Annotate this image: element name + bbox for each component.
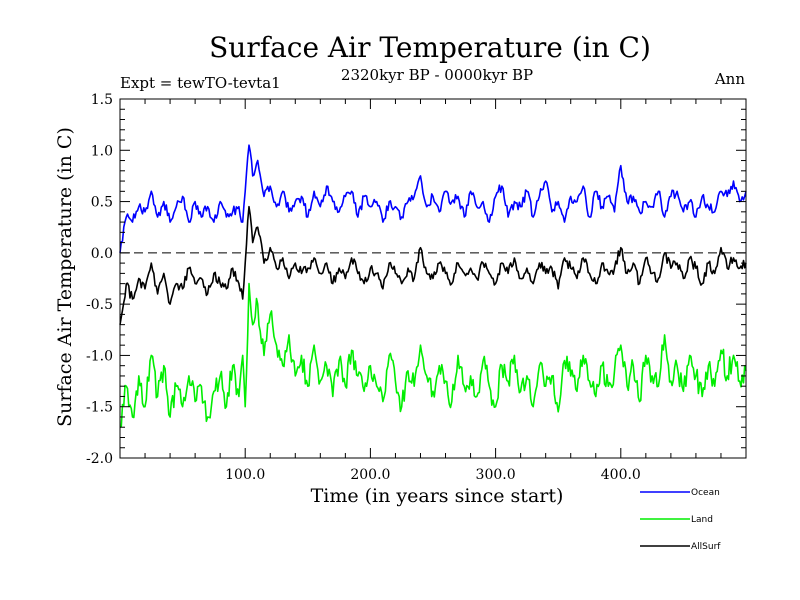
y-tick-label: -1.5 xyxy=(86,400,113,416)
y-tick-label: -1.0 xyxy=(86,348,113,364)
season-label: Ann xyxy=(714,70,745,88)
plot-area xyxy=(119,144,747,428)
y-tick-label: 0.0 xyxy=(91,246,113,262)
chart-title: Surface Air Temperature (in C) xyxy=(209,31,651,64)
series-line-allsurf xyxy=(119,205,747,325)
plot-frame xyxy=(119,98,747,459)
y-tick-label: 1.5 xyxy=(91,92,113,108)
legend-label-land: Land xyxy=(691,515,713,525)
y-tick-label: 0.5 xyxy=(91,195,113,211)
y-axis-label: Surface Air Temperature (in C) xyxy=(54,127,76,427)
x-tick-label: 100.0 xyxy=(225,467,265,483)
legend-label-ocean: Ocean xyxy=(691,488,720,498)
series-line-ocean xyxy=(119,144,747,253)
experiment-label: Expt = tewTO-tevta1 xyxy=(120,74,281,92)
x-tick-label: 300.0 xyxy=(476,467,516,483)
x-tick-label: 400.0 xyxy=(601,467,641,483)
x-axis-label: Time (in years since start) xyxy=(311,485,564,507)
legend-label-allsurf: AllSurf xyxy=(691,542,721,552)
y-tick-label: 1.0 xyxy=(91,143,113,159)
chart-subtitle: 2320kyr BP - 0000kyr BP xyxy=(341,66,533,84)
y-tick-label: -0.5 xyxy=(86,297,113,313)
x-tick-label: 200.0 xyxy=(350,467,390,483)
y-tick-label: -2.0 xyxy=(86,451,113,467)
axes: -2.0 -1.5 -1.0 -0.5 0.0 0.5 1.0 1.5 100.0 200.0 30… xyxy=(86,92,747,483)
legend: Ocean Land AllSurf xyxy=(640,488,721,552)
series-line-land xyxy=(119,282,747,428)
